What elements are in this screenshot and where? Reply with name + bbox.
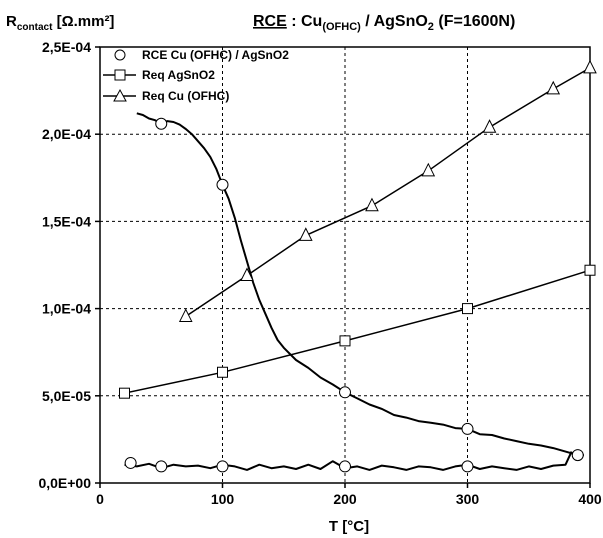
x-tick-label: 100 [211, 491, 235, 507]
y-tick-label: 1,5E-04 [42, 213, 91, 229]
rce-heating-line [124, 451, 573, 471]
chart-title: RCE : Cu(OFHC) / AgSnO2 (F=1600N) [253, 13, 515, 33]
req-cu-marker [365, 197, 379, 212]
y-axis-label-main: R [6, 13, 17, 30]
req-agsno2-marker [462, 303, 473, 315]
req-agsno2-marker [217, 366, 228, 378]
rce-marker [339, 386, 351, 399]
rce-marker [155, 460, 168, 473]
req-cu-marker [240, 267, 254, 281]
rce-marker [339, 460, 351, 473]
series-layer [119, 59, 597, 473]
legend-label-req-cu: Req Cu (OFHC) [142, 89, 229, 103]
axis-ticks: 0,0E+00 5,0E-05 1,0E-04 1,5E-04 2,0E-04 2,5E-… [38, 39, 601, 507]
legend-marker-circle [114, 49, 126, 61]
y-tick-label: 0,0E+00 [38, 475, 91, 491]
rce-marker [124, 456, 137, 469]
grid-lines [100, 47, 590, 483]
legend-marker-square [114, 69, 126, 81]
chart-title-part2: / AgSnO [361, 13, 428, 30]
req-cu-marker [482, 119, 497, 133]
legend-label-rce: RCE Cu (OFHC) / AgSnO2 [142, 48, 289, 62]
req-cu-marker [421, 162, 436, 177]
chart-title-rce: RCE [253, 13, 287, 30]
rce-marker [461, 460, 474, 473]
rce-marker [155, 117, 168, 130]
x-tick-label: 300 [456, 491, 480, 507]
x-axis-label: T [°C] [329, 518, 369, 535]
chart-title-part3: (F=1600N) [434, 13, 515, 30]
chart-title-sub: (OFHC) [322, 21, 361, 33]
req-agsno2-line [124, 269, 591, 394]
rce-marker [216, 178, 229, 191]
chart-title-sub2: 2 [428, 21, 434, 33]
legend-marker-triangle [113, 88, 127, 102]
y-tick-label: 5,0E-05 [42, 388, 91, 404]
rce-marker [216, 460, 229, 473]
y-axis-label-sub: contact [17, 22, 53, 33]
x-tick-label: 400 [578, 491, 602, 507]
legend: RCE Cu (OFHC) / AgSnO2 Req AgSnO2 Req Cu… [103, 48, 289, 103]
req-cu-marker [298, 227, 313, 241]
x-tick-label: 200 [333, 491, 357, 507]
chart-title-part1: : Cu [287, 13, 323, 30]
req-cu-marker [178, 308, 193, 322]
req-agsno2-marker [119, 387, 130, 399]
req-agsno2-marker [339, 335, 351, 347]
y-tick-label: 2,0E-04 [42, 126, 91, 142]
rce-marker [461, 422, 474, 435]
y-tick-label: 1,0E-04 [42, 301, 91, 317]
req-cu-marker [546, 80, 561, 95]
req-cu-marker [583, 59, 597, 74]
x-tick-label: 0 [96, 491, 104, 507]
rce-cooling-line [136, 112, 584, 457]
req-agsno2-marker [584, 264, 596, 276]
rce-marker [571, 449, 584, 462]
req-cu-line [185, 67, 591, 318]
y-tick-label: 2,5E-04 [42, 39, 91, 55]
y-axis-label: Rcontact [Ω.mm²] [6, 13, 114, 33]
legend-label-req-agsno2: Req AgSnO2 [142, 68, 215, 82]
y-axis-label-unit: [Ω.mm²] [52, 13, 114, 30]
